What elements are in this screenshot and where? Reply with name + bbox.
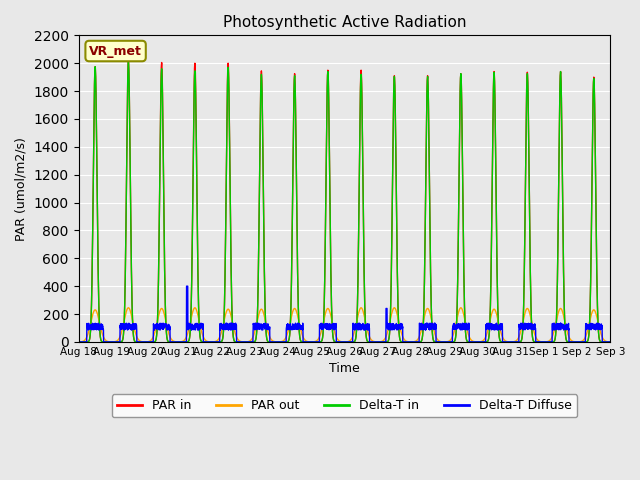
PAR out <box>525 309 533 314</box>
Delta-T in <box>525 176 533 182</box>
Delta-T in <box>493 278 501 284</box>
Line: Delta-T Diffuse: Delta-T Diffuse <box>79 286 611 342</box>
PAR in <box>460 233 467 239</box>
Legend: PAR in, PAR out, Delta-T in, Delta-T Diffuse: PAR in, PAR out, Delta-T in, Delta-T Dif… <box>111 394 577 417</box>
Delta-T in <box>413 339 420 345</box>
PAR out <box>460 310 467 316</box>
Title: Photosynthetic Active Radiation: Photosynthetic Active Radiation <box>223 15 466 30</box>
Delta-T in <box>607 339 614 345</box>
Delta-T Diffuse <box>525 325 533 331</box>
Delta-T Diffuse <box>460 322 467 327</box>
Delta-T Diffuse <box>184 283 191 289</box>
PAR out <box>125 305 132 311</box>
Delta-T in <box>460 233 467 239</box>
PAR in <box>75 339 83 345</box>
Delta-T Diffuse <box>607 339 614 345</box>
Delta-T in <box>75 339 83 345</box>
PAR in <box>125 58 132 63</box>
Text: VR_met: VR_met <box>89 45 142 58</box>
Delta-T in <box>184 339 191 345</box>
Y-axis label: PAR (umol/m2/s): PAR (umol/m2/s) <box>15 137 28 240</box>
Delta-T Diffuse <box>413 339 420 345</box>
PAR out <box>184 331 191 336</box>
Line: PAR in: PAR in <box>79 60 611 342</box>
PAR in <box>184 339 191 345</box>
PAR out <box>493 314 501 320</box>
Delta-T Diffuse <box>75 339 83 345</box>
PAR in <box>600 339 608 345</box>
PAR out <box>413 338 420 344</box>
PAR out <box>75 339 83 345</box>
PAR out <box>607 339 614 345</box>
Line: PAR out: PAR out <box>79 308 611 342</box>
Delta-T Diffuse <box>493 322 501 328</box>
Delta-T Diffuse <box>183 283 191 289</box>
PAR in <box>607 339 614 345</box>
Line: Delta-T in: Delta-T in <box>79 62 611 342</box>
PAR in <box>493 278 501 284</box>
PAR in <box>525 176 533 181</box>
Delta-T in <box>600 339 608 345</box>
X-axis label: Time: Time <box>329 362 360 375</box>
PAR in <box>413 339 420 345</box>
Delta-T in <box>125 59 132 65</box>
Delta-T Diffuse <box>600 339 608 345</box>
PAR out <box>600 337 608 343</box>
